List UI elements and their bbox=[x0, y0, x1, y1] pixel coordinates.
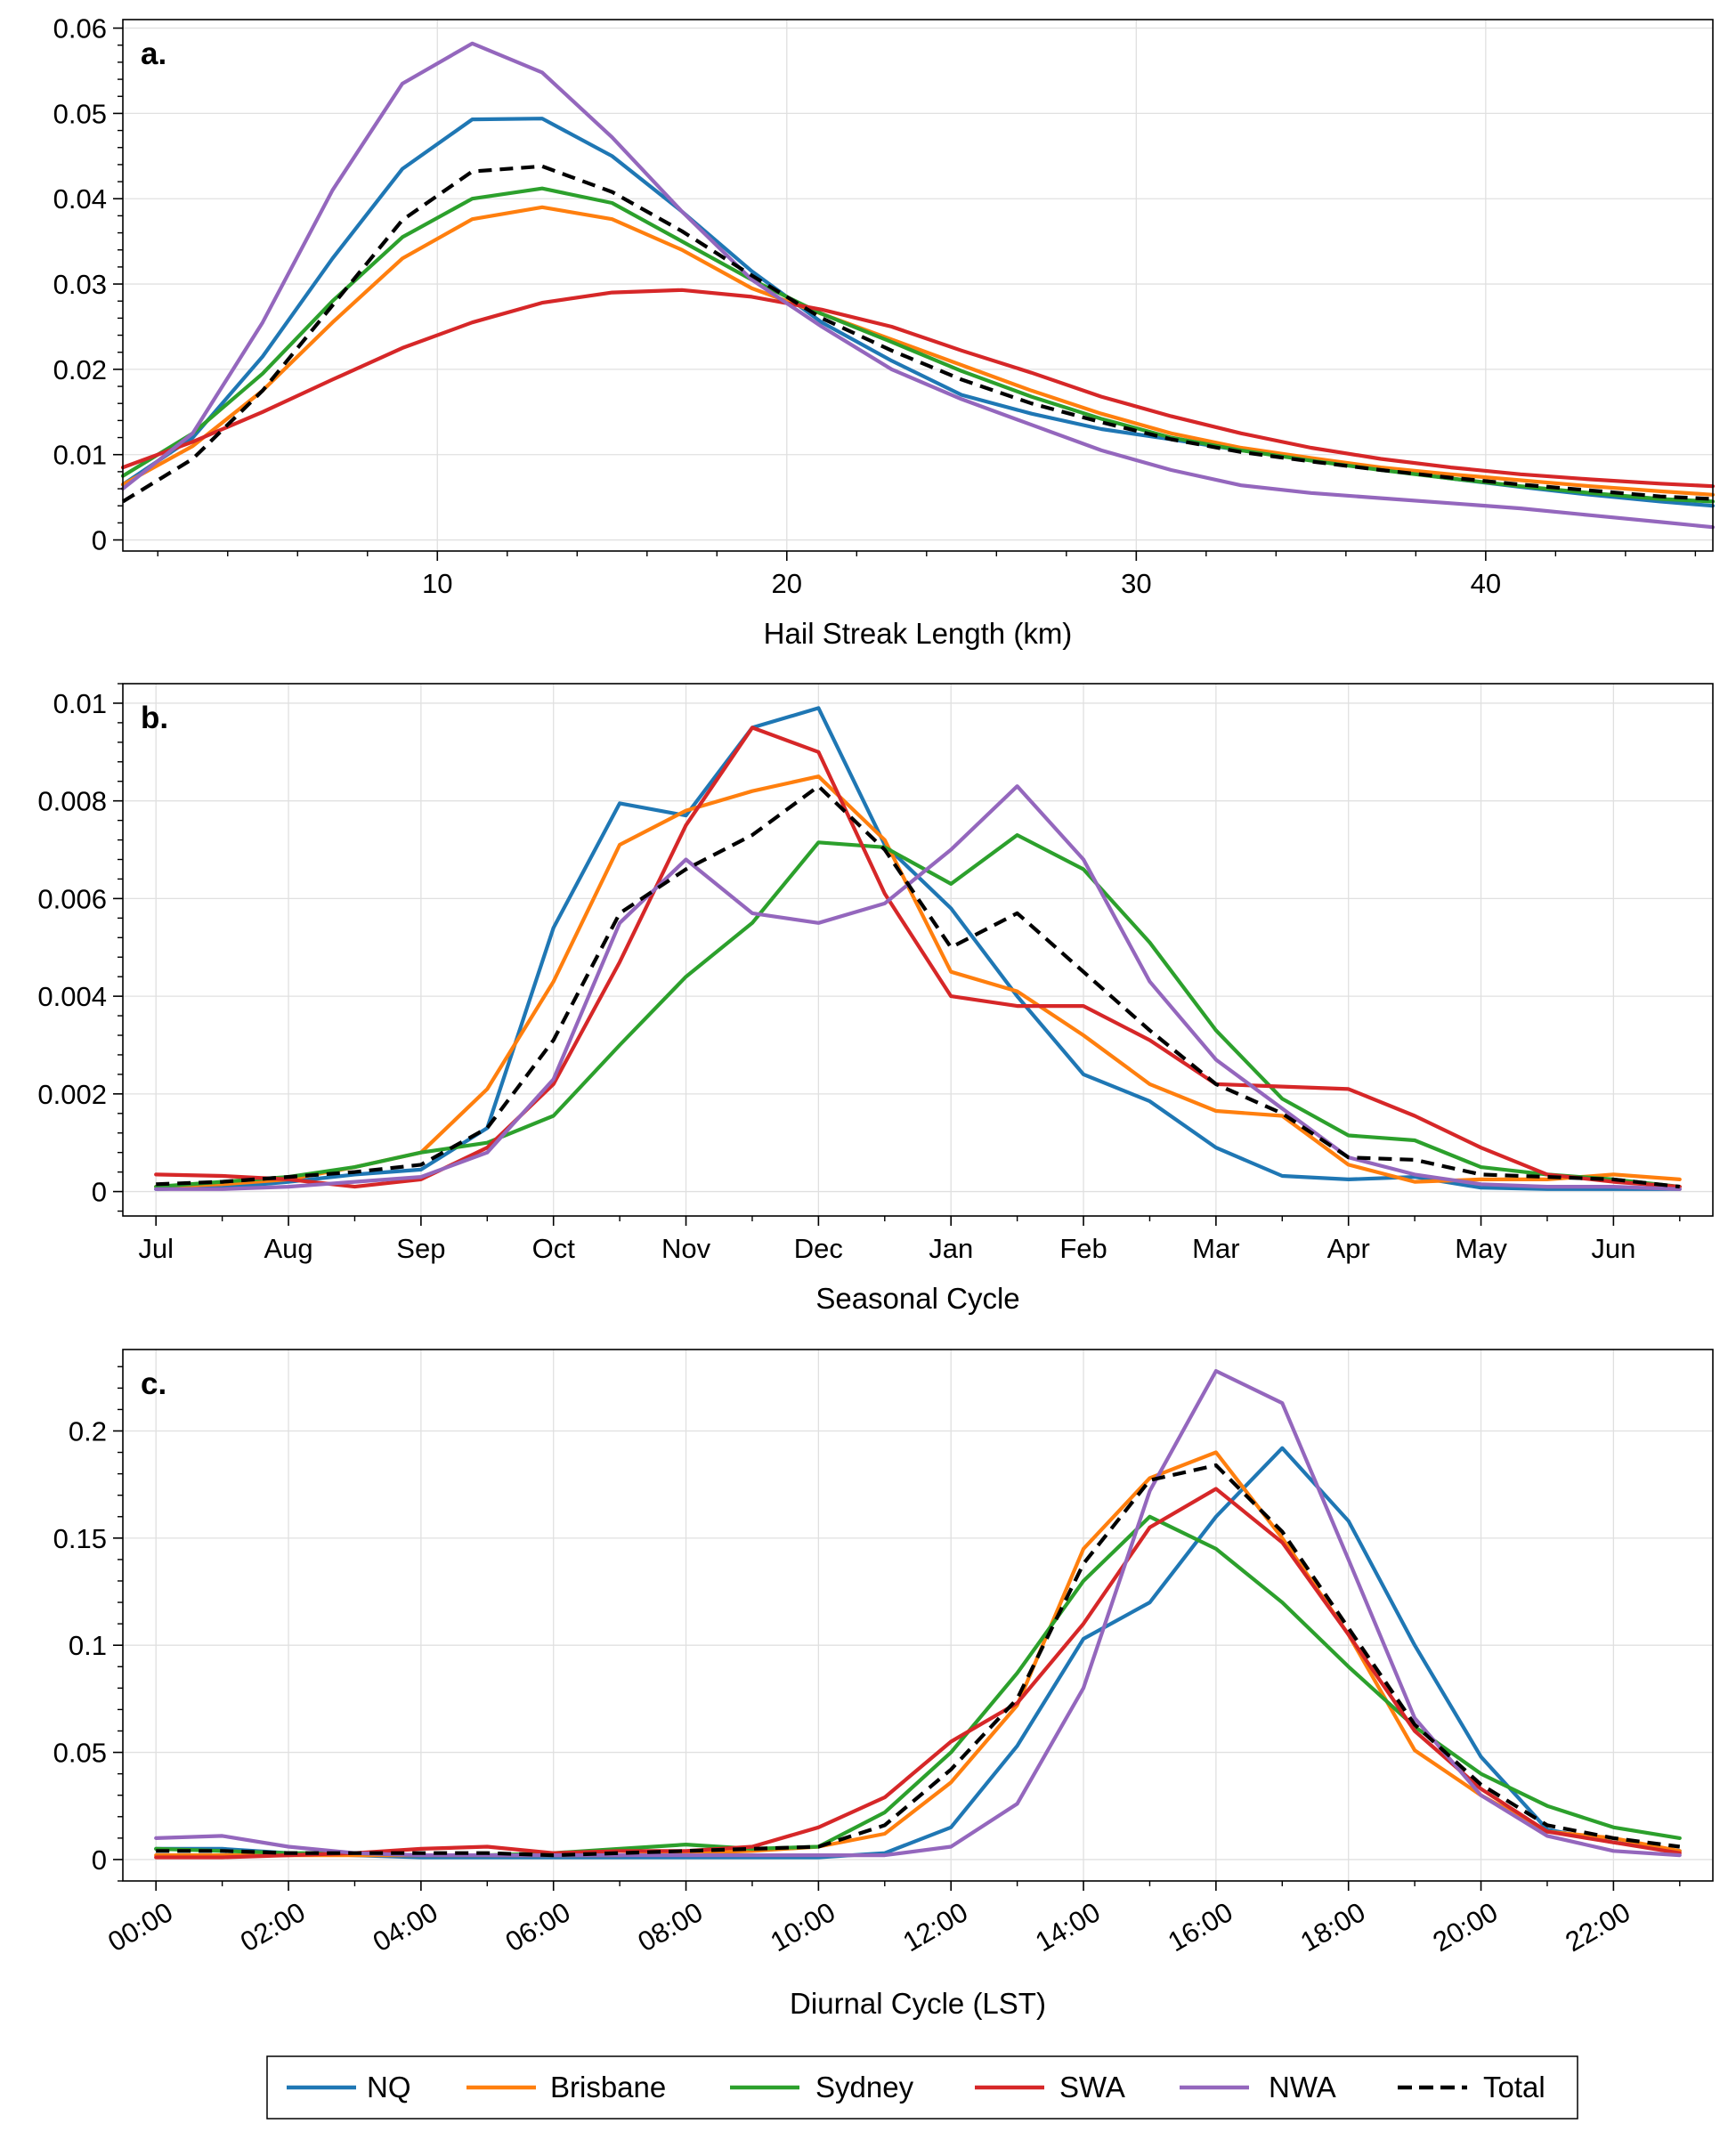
panel-a-series bbox=[120, 41, 1716, 530]
legend-entry-brisbane: Brisbane bbox=[466, 2071, 666, 2104]
panel-c-series-swa bbox=[154, 1487, 1682, 1860]
panel-b-ytick-label-0: 0 bbox=[92, 1177, 107, 1208]
panel-c-ytick-label-1: 0.05 bbox=[53, 1738, 107, 1769]
panel-c-frame bbox=[122, 1349, 1714, 1882]
legend-entry-total: Total bbox=[1398, 2071, 1545, 2104]
panel-b-xlabel: Seasonal Cycle bbox=[815, 1282, 1019, 1315]
panel-b-chart: Jul Aug Sep Oct Nov Dec Jan Feb Mar Apr May Jun 0 0.0… bbox=[37, 683, 1714, 1315]
panel-b-ytick-label-5: 0.01 bbox=[53, 688, 107, 719]
panel-a-grid bbox=[123, 20, 1713, 551]
panel-b-ytick-label-4: 0.008 bbox=[37, 786, 107, 817]
panel-b-xtick-label-1: Aug bbox=[264, 1233, 312, 1264]
panel-a-ytick-label-5: 0.05 bbox=[53, 98, 107, 129]
panel-b-series-swa bbox=[154, 725, 1682, 1189]
panel-a-series-brisbane bbox=[120, 205, 1716, 497]
panel-a-ytick-label-2: 0.02 bbox=[53, 354, 107, 385]
panel-c-ytick-label-2: 0.1 bbox=[69, 1630, 107, 1661]
panel-c-series-total bbox=[156, 1463, 1681, 1858]
panel-b-series-total bbox=[156, 784, 1681, 1189]
panel-a-xtick-label-1: 20 bbox=[772, 568, 802, 599]
legend-entry-nq: NQ bbox=[287, 2071, 411, 2104]
legend-label-nwa: NWA bbox=[1269, 2071, 1336, 2104]
legend-label-swa: SWA bbox=[1059, 2071, 1125, 2104]
legend-label-sydney: Sydney bbox=[815, 2071, 914, 2104]
panel-a-series-total bbox=[121, 164, 1714, 504]
panel-a-ticks: 10 20 30 40 0 0.01 0.02 0.03 0.04 0.05 0.06 bbox=[53, 13, 1697, 599]
legend-entry-nwa: NWA bbox=[1180, 2071, 1336, 2104]
panel-c-grid bbox=[123, 1350, 1713, 1881]
panel-c-xlabel: Diurnal Cycle (LST) bbox=[790, 1987, 1046, 2020]
legend-entry-swa: SWA bbox=[975, 2071, 1125, 2104]
panel-b-xtick-label-7: Feb bbox=[1059, 1233, 1107, 1264]
panel-b-xtick-label-9: Apr bbox=[1327, 1233, 1370, 1264]
panel-a-ytick-label-4: 0.04 bbox=[53, 183, 107, 215]
panel-a-xtick-label-0: 10 bbox=[422, 568, 452, 599]
panel-c-ytick-label-0: 0 bbox=[92, 1844, 107, 1876]
panel-a-ytick-label-1: 0.01 bbox=[53, 440, 107, 471]
panel-a-ytick-label-0: 0 bbox=[92, 525, 107, 556]
panel-b-series bbox=[154, 706, 1682, 1191]
panel-a-xtick-label-2: 30 bbox=[1121, 568, 1151, 599]
panel-c-series-nwa bbox=[154, 1368, 1682, 1858]
panel-b-ytick-label-3: 0.006 bbox=[37, 883, 107, 914]
panel-c-series bbox=[154, 1368, 1682, 1860]
panel-b-xtick-label-0: Jul bbox=[138, 1233, 174, 1264]
panel-a-ytick-label-3: 0.03 bbox=[53, 269, 107, 300]
panel-a-label: a. bbox=[141, 36, 166, 71]
panel-c-ytick-label-4: 0.2 bbox=[69, 1415, 107, 1447]
panel-b-series-sydney bbox=[154, 832, 1682, 1189]
panel-b-xtick-label-4: Nov bbox=[661, 1233, 711, 1264]
legend-box bbox=[266, 2055, 1578, 2120]
panel-a-chart: 10 20 30 40 0 0.01 0.02 0.03 0.04 0.05 0.06 a. Hai… bbox=[53, 13, 1716, 650]
panel-a-xtick-label-3: 40 bbox=[1471, 568, 1501, 599]
legend-entry-sydney: Sydney bbox=[730, 2071, 914, 2104]
legend: NQ Brisbane Sydney SWA NWA Total bbox=[266, 2055, 1578, 2120]
panel-b-xtick-label-11: Jun bbox=[1591, 1233, 1635, 1264]
panel-c-ytick-label-3: 0.15 bbox=[53, 1523, 107, 1554]
panel-b-xtick-label-8: Mar bbox=[1192, 1233, 1239, 1264]
panel-c-label: c. bbox=[141, 1366, 166, 1401]
legend-label-brisbane: Brisbane bbox=[550, 2071, 666, 2104]
panel-a-frame bbox=[122, 19, 1714, 552]
panel-b-xtick-label-5: Dec bbox=[794, 1233, 843, 1264]
panel-b-xtick-label-3: Oct bbox=[532, 1233, 576, 1264]
panel-b-label: b. bbox=[141, 701, 168, 735]
panel-b-xtick-label-2: Sep bbox=[396, 1233, 445, 1264]
panel-a-series-nwa bbox=[120, 41, 1716, 530]
legend-label-nq: NQ bbox=[367, 2071, 411, 2104]
panel-b-xtick-label-6: Jan bbox=[929, 1233, 973, 1264]
panel-a-xlabel: Hail Streak Length (km) bbox=[764, 617, 1073, 650]
panel-a-series-swa bbox=[120, 288, 1716, 489]
panel-b-ticks: Jul Aug Sep Oct Nov Dec Jan Feb Mar Apr May Jun 0 0.0… bbox=[37, 683, 1681, 1264]
panel-b-ytick-label-1: 0.002 bbox=[37, 1079, 107, 1110]
panel-b-grid bbox=[123, 684, 1713, 1216]
panel-b-ytick-label-2: 0.004 bbox=[37, 981, 107, 1012]
panel-a-ytick-label-6: 0.06 bbox=[53, 13, 107, 45]
legend-label-total: Total bbox=[1483, 2071, 1545, 2104]
panel-b-frame bbox=[122, 683, 1714, 1217]
panel-b-series-nwa bbox=[154, 784, 1682, 1191]
panel-b-xtick-label-10: May bbox=[1455, 1233, 1507, 1264]
